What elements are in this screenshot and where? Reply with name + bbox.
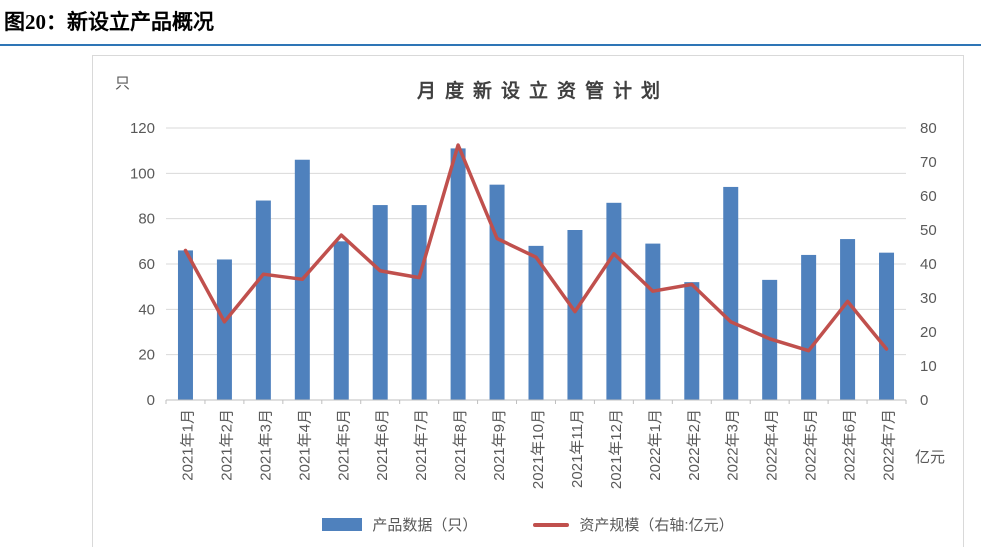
title-divider bbox=[0, 44, 981, 46]
chart-legend: 产品数据（只） 资产规模（右轴:亿元） bbox=[93, 514, 963, 535]
svg-text:60: 60 bbox=[138, 256, 155, 273]
line-series-swatch bbox=[533, 522, 570, 527]
line-series-label: 资产规模（右轴:亿元） bbox=[579, 517, 734, 534]
svg-text:50: 50 bbox=[920, 222, 937, 239]
svg-text:2022年1月: 2022年1月 bbox=[647, 409, 664, 481]
left-axis-unit-label: 只 bbox=[115, 75, 130, 92]
legend-item-bar-series: 产品数据（只） bbox=[322, 514, 477, 535]
svg-text:10: 10 bbox=[920, 358, 937, 375]
svg-text:40: 40 bbox=[920, 256, 937, 273]
svg-text:100: 100 bbox=[130, 165, 155, 182]
svg-text:2022年3月: 2022年3月 bbox=[725, 409, 742, 481]
svg-text:2021年12月: 2021年12月 bbox=[608, 409, 625, 489]
svg-text:2022年4月: 2022年4月 bbox=[764, 409, 781, 481]
svg-text:0: 0 bbox=[147, 392, 155, 409]
bar-series-label: 产品数据（只） bbox=[372, 517, 478, 534]
svg-text:2021年6月: 2021年6月 bbox=[374, 409, 391, 481]
svg-text:2021年11月: 2021年11月 bbox=[569, 409, 586, 488]
svg-text:2021年7月: 2021年7月 bbox=[413, 409, 430, 481]
right-axis-unit-label: 亿元 bbox=[915, 449, 945, 466]
svg-text:20: 20 bbox=[138, 347, 155, 364]
svg-text:80: 80 bbox=[920, 120, 937, 137]
combo-chart: 月度新设立资管计划 只 亿元 0 20 40 60 80 100 120 0 10 20 30 40 5… bbox=[115, 75, 945, 489]
svg-text:70: 70 bbox=[920, 154, 937, 171]
svg-text:2021年10月: 2021年10月 bbox=[530, 409, 547, 489]
svg-text:2022年6月: 2022年6月 bbox=[842, 409, 859, 481]
svg-text:2021年4月: 2021年4月 bbox=[296, 409, 313, 481]
svg-text:80: 80 bbox=[138, 211, 155, 228]
svg-text:2022年7月: 2022年7月 bbox=[881, 409, 898, 481]
legend-item-line-series: 资产规模（右轴:亿元） bbox=[533, 514, 734, 535]
svg-text:2021年8月: 2021年8月 bbox=[452, 409, 469, 481]
svg-text:20: 20 bbox=[920, 324, 937, 341]
svg-text:40: 40 bbox=[138, 301, 155, 318]
svg-text:0: 0 bbox=[920, 392, 928, 409]
svg-text:2021年3月: 2021年3月 bbox=[257, 409, 274, 481]
svg-text:2021年2月: 2021年2月 bbox=[218, 409, 235, 481]
svg-text:2021年1月: 2021年1月 bbox=[179, 409, 196, 481]
svg-text:120: 120 bbox=[130, 120, 155, 137]
svg-text:2022年5月: 2022年5月 bbox=[803, 409, 820, 481]
chart-title: 月度新设立资管计划 bbox=[416, 79, 669, 102]
chart-panel: 月度新设立资管计划 只 亿元 0 20 40 60 80 100 120 0 10 20 30 40 5… bbox=[92, 55, 964, 547]
svg-text:2022年2月: 2022年2月 bbox=[686, 409, 703, 481]
svg-text:60: 60 bbox=[920, 188, 937, 205]
svg-text:2021年5月: 2021年5月 bbox=[335, 409, 352, 481]
svg-text:2021年9月: 2021年9月 bbox=[491, 409, 508, 481]
figure-title: 图20：新设立产品概况 bbox=[4, 10, 214, 34]
bar-series-swatch bbox=[322, 518, 363, 531]
svg-text:30: 30 bbox=[920, 290, 937, 307]
